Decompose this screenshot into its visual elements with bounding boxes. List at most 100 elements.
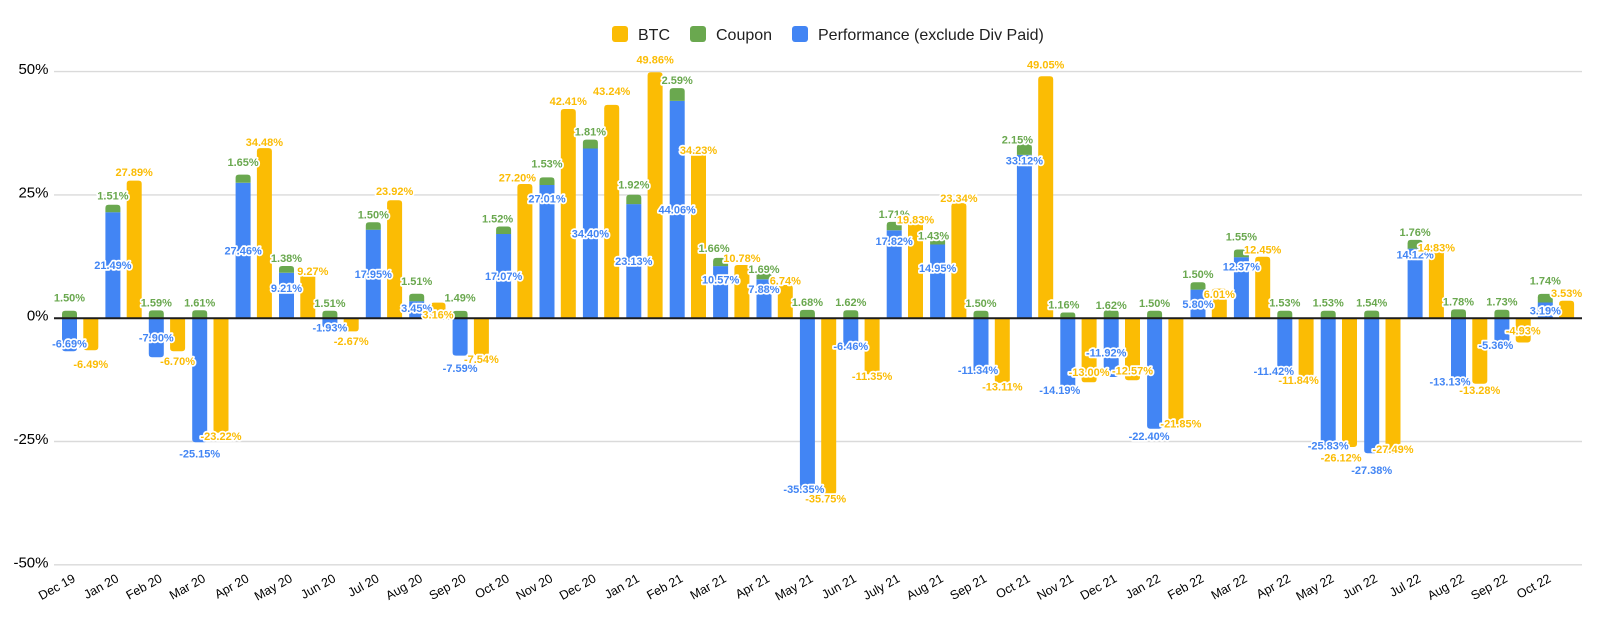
svg-text:1.52%: 1.52% [482, 214, 513, 226]
svg-text:17.07%: 17.07% [485, 271, 523, 283]
svg-text:5.80%: 5.80% [1182, 299, 1213, 311]
svg-text:1.62%: 1.62% [1096, 300, 1127, 312]
svg-text:1.69%: 1.69% [748, 264, 779, 276]
svg-text:34.48%: 34.48% [246, 137, 284, 149]
svg-text:1.50%: 1.50% [358, 209, 389, 221]
svg-text:-14.19%: -14.19% [1039, 385, 1080, 397]
svg-text:1.50%: 1.50% [1139, 298, 1170, 310]
svg-text:1.73%: 1.73% [1486, 297, 1517, 309]
svg-text:21.49%: 21.49% [94, 260, 132, 272]
svg-text:-4.93%: -4.93% [1506, 326, 1541, 338]
svg-text:1.49%: 1.49% [444, 293, 475, 305]
svg-text:-7.59%: -7.59% [443, 363, 478, 375]
svg-text:1.62%: 1.62% [835, 297, 866, 309]
svg-text:-11.92%: -11.92% [1086, 348, 1127, 360]
svg-text:34.40%: 34.40% [572, 228, 610, 240]
svg-text:1.51%: 1.51% [401, 276, 432, 288]
svg-text:23.34%: 23.34% [940, 193, 978, 205]
svg-text:1.50%: 1.50% [54, 292, 85, 304]
svg-text:-11.34%: -11.34% [958, 365, 999, 377]
svg-text:-21.85%: -21.85% [1160, 419, 1201, 431]
svg-text:1.38%: 1.38% [271, 253, 302, 265]
svg-text:6.01%: 6.01% [1204, 289, 1235, 301]
svg-text:1.92%: 1.92% [618, 180, 649, 192]
svg-text:1.50%: 1.50% [965, 298, 996, 310]
svg-text:-26.12%: -26.12% [1321, 453, 1362, 465]
svg-text:1.16%: 1.16% [1048, 300, 1079, 312]
svg-text:1.66%: 1.66% [698, 243, 729, 255]
svg-text:-50%: -50% [13, 554, 48, 571]
svg-text:Performance (exclude Div Paid): Performance (exclude Div Paid) [818, 27, 1044, 44]
svg-text:Coupon: Coupon [716, 27, 772, 44]
svg-text:0%: 0% [27, 308, 49, 325]
svg-text:10.57%: 10.57% [702, 274, 740, 286]
svg-text:3.16%: 3.16% [422, 309, 453, 321]
svg-text:-1.93%: -1.93% [312, 322, 347, 334]
svg-text:1.53%: 1.53% [1269, 298, 1300, 310]
svg-text:1.74%: 1.74% [1530, 275, 1561, 287]
svg-text:-27.49%: -27.49% [1373, 444, 1414, 456]
svg-text:-13.11%: -13.11% [982, 382, 1023, 394]
svg-text:-25.15%: -25.15% [179, 449, 220, 461]
svg-text:1.43%: 1.43% [918, 231, 949, 243]
svg-text:44.06%: 44.06% [659, 205, 697, 217]
svg-text:-13.28%: -13.28% [1459, 385, 1500, 397]
svg-text:10.78%: 10.78% [723, 253, 761, 265]
svg-text:1.53%: 1.53% [531, 158, 562, 170]
svg-text:1.54%: 1.54% [1356, 298, 1387, 310]
svg-text:-23.22%: -23.22% [201, 431, 242, 443]
svg-text:-22.40%: -22.40% [1129, 431, 1170, 443]
svg-text:49.05%: 49.05% [1027, 59, 1065, 71]
svg-text:2.59%: 2.59% [662, 75, 693, 87]
svg-text:1.78%: 1.78% [1443, 296, 1474, 308]
svg-text:1.68%: 1.68% [792, 297, 823, 309]
svg-text:49.86%: 49.86% [636, 55, 674, 67]
svg-text:-7.90%: -7.90% [139, 333, 174, 345]
svg-text:43.24%: 43.24% [593, 86, 631, 98]
svg-text:1.65%: 1.65% [227, 157, 258, 169]
svg-text:-12.57%: -12.57% [1112, 365, 1153, 377]
svg-text:27.46%: 27.46% [224, 246, 262, 258]
svg-text:-13.00%: -13.00% [1069, 367, 1110, 379]
svg-text:9.21%: 9.21% [271, 283, 302, 295]
svg-text:19.83%: 19.83% [897, 215, 935, 227]
svg-text:-11.35%: -11.35% [852, 371, 893, 383]
svg-text:3.19%: 3.19% [1530, 305, 1561, 317]
svg-text:-11.42%: -11.42% [1254, 366, 1295, 378]
svg-text:25%: 25% [18, 184, 48, 201]
svg-text:12.37%: 12.37% [1223, 262, 1261, 274]
svg-text:1.51%: 1.51% [314, 298, 345, 310]
svg-text:50%: 50% [18, 61, 48, 78]
svg-text:1.71%: 1.71% [879, 209, 910, 221]
svg-text:-35.75%: -35.75% [805, 494, 846, 506]
svg-text:9.27%: 9.27% [297, 266, 328, 278]
svg-text:17.82%: 17.82% [876, 236, 914, 248]
svg-text:27.20%: 27.20% [499, 173, 537, 185]
svg-text:17.95%: 17.95% [355, 269, 393, 281]
svg-text:14.95%: 14.95% [919, 263, 957, 275]
svg-text:1.51%: 1.51% [97, 191, 128, 203]
svg-text:14.12%: 14.12% [1396, 250, 1434, 262]
svg-text:-6.49%: -6.49% [73, 359, 108, 371]
svg-text:1.76%: 1.76% [1399, 227, 1430, 239]
svg-text:1.50%: 1.50% [1182, 269, 1213, 281]
svg-text:BTC: BTC [638, 27, 670, 44]
svg-text:3.53%: 3.53% [1551, 288, 1582, 300]
svg-text:23.13%: 23.13% [615, 256, 653, 268]
svg-text:-6.46%: -6.46% [833, 341, 868, 353]
svg-text:-13.13%: -13.13% [1430, 377, 1471, 389]
svg-text:23.92%: 23.92% [376, 186, 414, 198]
svg-text:14.83%: 14.83% [1418, 243, 1456, 255]
svg-text:1.55%: 1.55% [1226, 231, 1257, 243]
svg-text:-27.38%: -27.38% [1351, 465, 1392, 477]
svg-text:-35.35%: -35.35% [783, 484, 824, 496]
svg-text:-7.54%: -7.54% [464, 354, 499, 366]
svg-text:-25%: -25% [13, 431, 48, 448]
svg-text:1.61%: 1.61% [184, 297, 215, 309]
svg-text:34.23%: 34.23% [680, 145, 718, 157]
svg-text:-6.70%: -6.70% [160, 356, 195, 368]
svg-text:-2.67%: -2.67% [334, 336, 369, 348]
svg-text:-25.83%: -25.83% [1308, 440, 1349, 452]
svg-text:27.01%: 27.01% [528, 193, 566, 205]
svg-text:1.53%: 1.53% [1313, 298, 1344, 310]
